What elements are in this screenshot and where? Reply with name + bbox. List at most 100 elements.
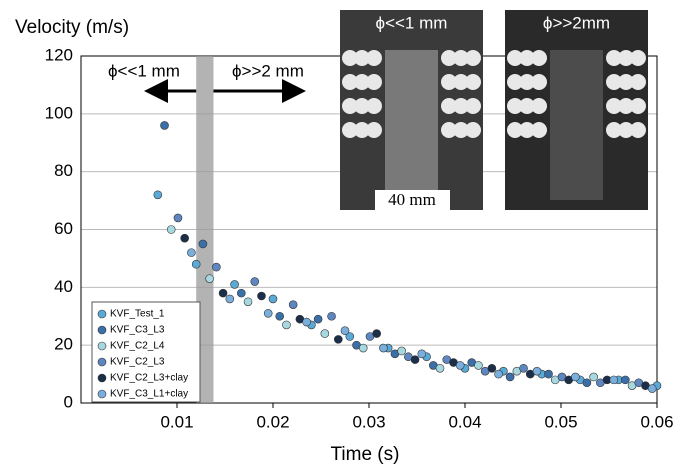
inset-light	[531, 122, 547, 138]
x-tick-label: 0.05	[544, 412, 577, 431]
data-point	[435, 363, 445, 373]
data-point	[410, 355, 420, 364]
x-tick-label: 0.02	[256, 412, 289, 431]
inset-light	[354, 122, 370, 138]
x-tick-label: 0.01	[160, 412, 193, 431]
inset-light	[453, 50, 469, 66]
y-tick-label: 20	[54, 335, 73, 354]
data-point	[275, 311, 285, 321]
data-point	[250, 277, 260, 286]
legend-marker	[97, 341, 107, 351]
data-point	[263, 309, 273, 318]
inset-light	[366, 98, 382, 114]
inset-light	[630, 50, 646, 66]
data-point	[218, 288, 228, 298]
legend-marker	[97, 357, 107, 367]
inset-light	[465, 98, 481, 114]
y-tick-label: 0	[64, 392, 73, 411]
x-axis-label: Time (s)	[331, 444, 400, 465]
data-point	[455, 361, 465, 370]
inset-light	[465, 50, 481, 66]
data-point	[487, 363, 497, 373]
annotation: ϕ>>2 mm	[232, 61, 304, 80]
data-point	[397, 346, 406, 356]
legend-label: KVF_C2_L3	[110, 357, 165, 368]
inset-light	[618, 50, 634, 66]
inset-light	[441, 122, 457, 138]
data-point	[191, 259, 201, 269]
inset-light	[354, 98, 370, 114]
data-point	[237, 288, 246, 298]
inset-light	[453, 122, 469, 138]
inset-light	[366, 74, 382, 90]
y-tick-label: 100	[45, 103, 73, 122]
legend-label: KVF_C3_L1+clay	[110, 389, 188, 400]
inset-light	[441, 98, 457, 114]
data-point	[173, 213, 183, 223]
legend-label: KVF_C2_L4	[110, 341, 165, 352]
x-tick-label: 0.04	[448, 412, 481, 431]
inset-light	[441, 74, 457, 90]
legend-marker	[97, 373, 107, 383]
inset-light	[606, 50, 622, 66]
data-point	[187, 248, 196, 257]
inset-light	[531, 50, 547, 66]
inset-light	[531, 98, 547, 114]
legend-marker	[97, 389, 107, 399]
data-point	[379, 343, 388, 353]
data-point	[621, 375, 630, 385]
data-point	[282, 320, 291, 330]
data-point	[212, 262, 221, 272]
inset-light	[465, 122, 481, 138]
x-tick-label: 0.06	[640, 412, 673, 431]
data-point	[302, 317, 311, 327]
inset-light	[630, 122, 646, 138]
data-point	[288, 300, 298, 309]
inset-light	[453, 74, 469, 90]
scale-box	[375, 190, 450, 210]
inset-title: ϕ<<1 mm	[376, 13, 448, 32]
inset-light	[366, 50, 382, 66]
inset-light	[507, 74, 523, 90]
inset-light	[354, 74, 370, 90]
data-point	[519, 363, 528, 373]
inset-light	[354, 50, 370, 66]
data-point	[160, 121, 169, 130]
inset-light	[453, 98, 469, 114]
data-point	[372, 329, 381, 338]
data-point	[198, 239, 208, 249]
data-point	[571, 372, 580, 382]
data-point	[268, 294, 278, 304]
y-tick-label: 40	[54, 277, 73, 296]
legend-marker	[97, 309, 107, 319]
inset-plume	[550, 50, 603, 200]
data-point	[340, 326, 350, 336]
y-tick-label: 60	[54, 219, 73, 238]
inset-light	[618, 98, 634, 114]
x-tick-label: 0.03	[352, 412, 385, 431]
data-point	[166, 225, 176, 234]
inset-light	[465, 74, 481, 90]
inset-light	[441, 50, 457, 66]
data-point	[505, 372, 515, 382]
inset-light	[519, 98, 535, 114]
y-tick-label: 120	[45, 45, 73, 64]
inset-light	[342, 50, 358, 66]
inset-title: ϕ>>2mm	[543, 13, 610, 32]
data-point	[320, 329, 330, 338]
inset-light	[630, 74, 646, 90]
data-point	[243, 297, 253, 307]
inset-plume	[385, 50, 438, 200]
data-point	[333, 335, 343, 344]
legend-label: KVF_C3_L3	[110, 325, 165, 336]
data-point	[647, 384, 657, 393]
legend: KVF_Test_1 KVF_C3_L3 KVF_C2_L4 KVF_C2_L3 KVF…	[91, 301, 201, 403]
data-point	[257, 291, 266, 301]
annotation: ϕ<<1 mm	[108, 61, 180, 80]
inset-light	[630, 98, 646, 114]
data-point	[205, 274, 214, 283]
data-point	[180, 233, 189, 243]
data-point	[417, 349, 427, 359]
data-point	[327, 311, 336, 321]
inset-light	[606, 98, 622, 114]
